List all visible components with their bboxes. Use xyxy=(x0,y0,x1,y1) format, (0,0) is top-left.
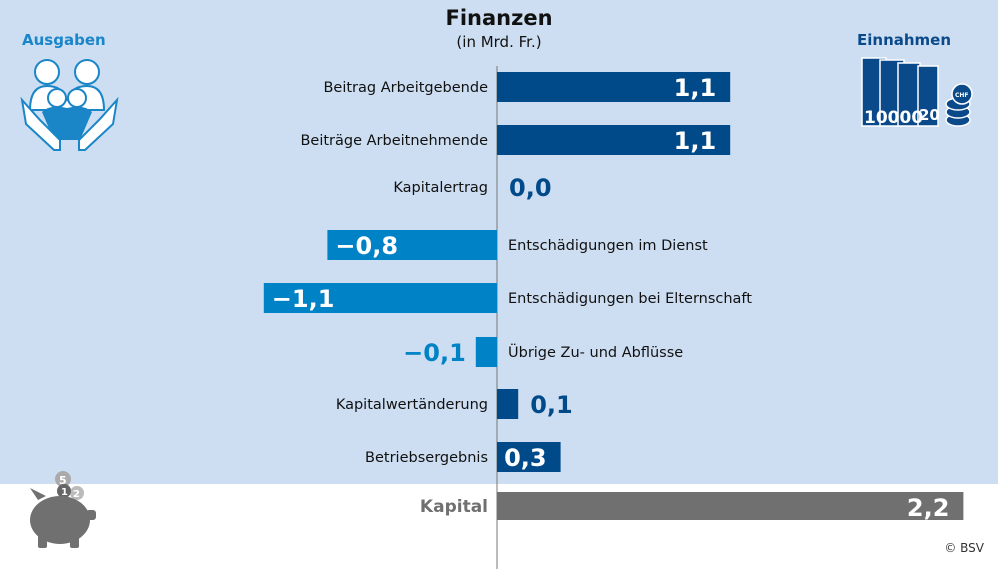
banknotes-and-coins-icon: 10000 20 CHF xyxy=(861,57,973,128)
category-label-5: Übrige Zu- und Abflüsse xyxy=(508,343,683,361)
value-label-0: 1,1 xyxy=(674,74,717,102)
family-in-hands-icon xyxy=(20,59,119,151)
bar-5 xyxy=(475,337,497,367)
bar-4 xyxy=(263,283,497,313)
coin-text: CHF xyxy=(955,92,969,99)
chart-subtitle: (in Mrd. Fr.) xyxy=(456,33,542,51)
category-label-4: Entschädigungen bei Elternschaft xyxy=(508,291,752,307)
coin-1: 1 xyxy=(61,487,68,498)
piggy-bank-icon: 5 2 1 xyxy=(30,471,96,548)
bar-6 xyxy=(497,389,519,419)
bar-7 xyxy=(497,442,561,472)
chart-title: Finanzen xyxy=(445,6,553,30)
copyright-credit: © BSV xyxy=(944,541,984,555)
value-label-4: −1,1 xyxy=(272,285,335,313)
income-label: Einnahmen xyxy=(857,31,952,49)
bar-0 xyxy=(497,72,731,102)
bar-3 xyxy=(327,230,497,260)
category-label-1: Beiträge Arbeitnehmende xyxy=(300,133,488,149)
value-label-5: −0,1 xyxy=(403,339,466,367)
banknote-text-2: 20 xyxy=(919,106,940,124)
category-label-7: Betriebsergebnis xyxy=(365,450,488,466)
coin-5: 5 xyxy=(59,474,67,487)
banknote-text: 10000 xyxy=(864,108,923,128)
bar-8 xyxy=(497,492,964,520)
value-label-3: −0,8 xyxy=(335,232,398,260)
value-label-8: 2,2 xyxy=(907,494,950,522)
category-label-0: Beitrag Arbeitgebende xyxy=(323,80,488,96)
value-label-2: 0,0 xyxy=(509,174,552,202)
value-label-6: 0,1 xyxy=(530,391,573,419)
coin-2: 2 xyxy=(73,489,80,500)
category-label-6: Kapitalwertänderung xyxy=(336,397,488,413)
expenses-label: Ausgaben xyxy=(22,31,106,49)
category-label-8: Kapital xyxy=(420,497,488,517)
bar-1 xyxy=(497,125,731,155)
category-label-2: Kapitalertrag xyxy=(393,180,488,196)
category-label-3: Entschädigungen im Dienst xyxy=(508,238,708,254)
value-label-7: 0,3 xyxy=(504,444,547,472)
value-label-1: 1,1 xyxy=(674,127,717,155)
